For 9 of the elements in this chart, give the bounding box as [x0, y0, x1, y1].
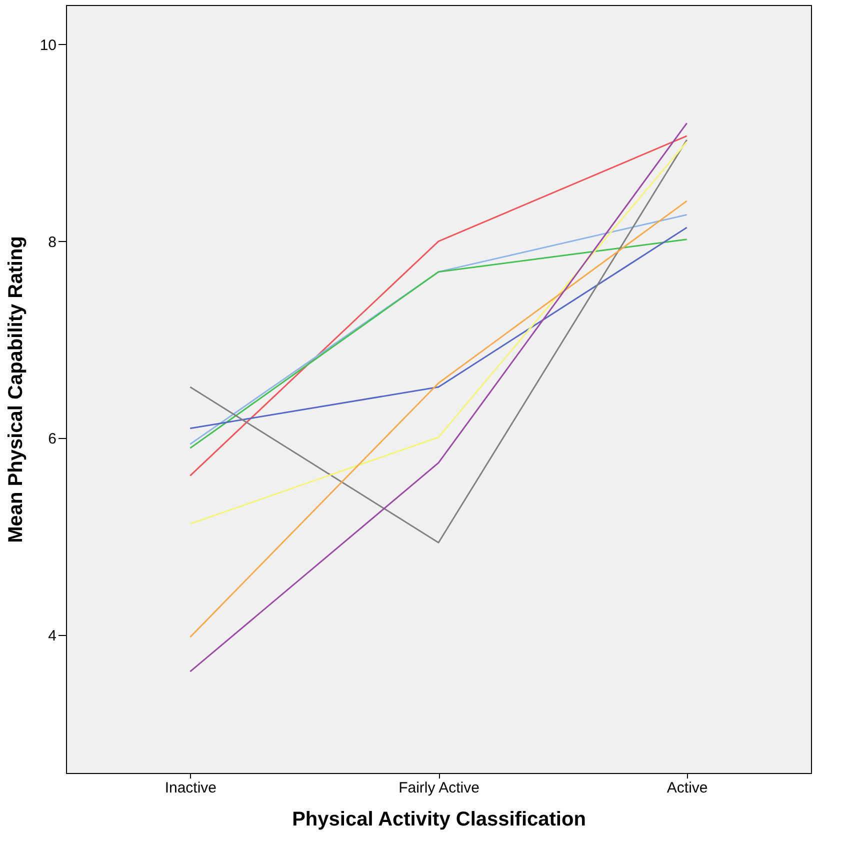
- x-tick-label: Active: [666, 780, 708, 796]
- y-axis-title: Mean Physical Capability Rating: [4, 236, 27, 543]
- x-tick-label: Fairly Active: [398, 780, 480, 796]
- y-tick-label: 8: [48, 234, 56, 251]
- y-tick-label: 6: [48, 430, 56, 448]
- x-tick-label: Inactive: [164, 780, 217, 796]
- y-tick-label: 4: [48, 628, 56, 645]
- x-axis-title: Physical Activity Classification: [292, 808, 586, 830]
- y-tick-label: 10: [40, 36, 56, 54]
